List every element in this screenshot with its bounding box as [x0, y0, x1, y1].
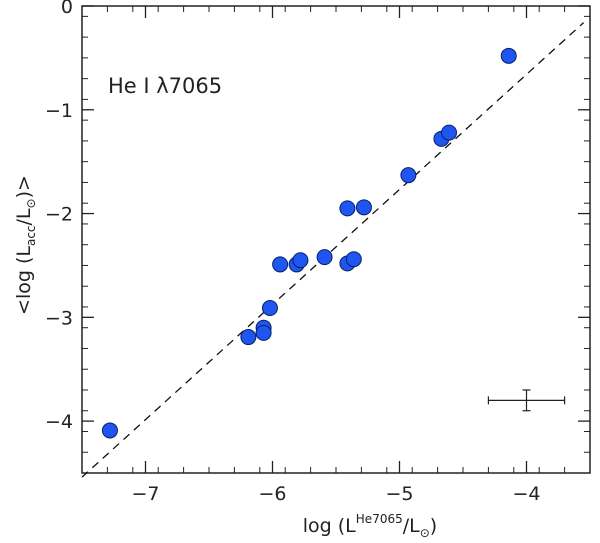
data-point [272, 256, 289, 273]
data-point [400, 167, 417, 184]
y-tick-label: −4 [45, 411, 73, 433]
tick-labels: −7 −6 −5 −4 0 −1 −2 −3 −4 [45, 0, 541, 505]
data-point [240, 329, 257, 346]
y-tick-label: 0 [61, 0, 73, 18]
x-tick-label: −4 [512, 483, 540, 505]
fit-line-group [81, 22, 585, 478]
chart-annotation: He I λ7065 [108, 74, 222, 98]
data-point [261, 299, 278, 316]
x-tick-label: −7 [131, 483, 159, 505]
data-points [101, 47, 517, 439]
data-point [441, 124, 458, 141]
axis-ticks [81, 5, 591, 474]
x-tick-label: −5 [385, 483, 413, 505]
data-point [339, 200, 356, 217]
y-tick-label: −3 [45, 307, 73, 329]
x-axis-title: log (LHe7065/L⊙) [303, 512, 437, 540]
data-point [316, 249, 333, 266]
data-point [101, 422, 118, 439]
y-tick-label: −1 [45, 100, 73, 122]
y-tick-label: −2 [45, 204, 73, 226]
x-tick-label: −6 [258, 483, 286, 505]
data-point [345, 251, 362, 268]
data-point [355, 199, 372, 216]
data-point [500, 47, 517, 64]
error-bar-group [487, 389, 566, 412]
y-axis-title: <log (Lacc/L⊙)> [13, 175, 38, 315]
data-point [255, 324, 272, 341]
data-point [292, 252, 309, 269]
fit-line [81, 22, 585, 478]
